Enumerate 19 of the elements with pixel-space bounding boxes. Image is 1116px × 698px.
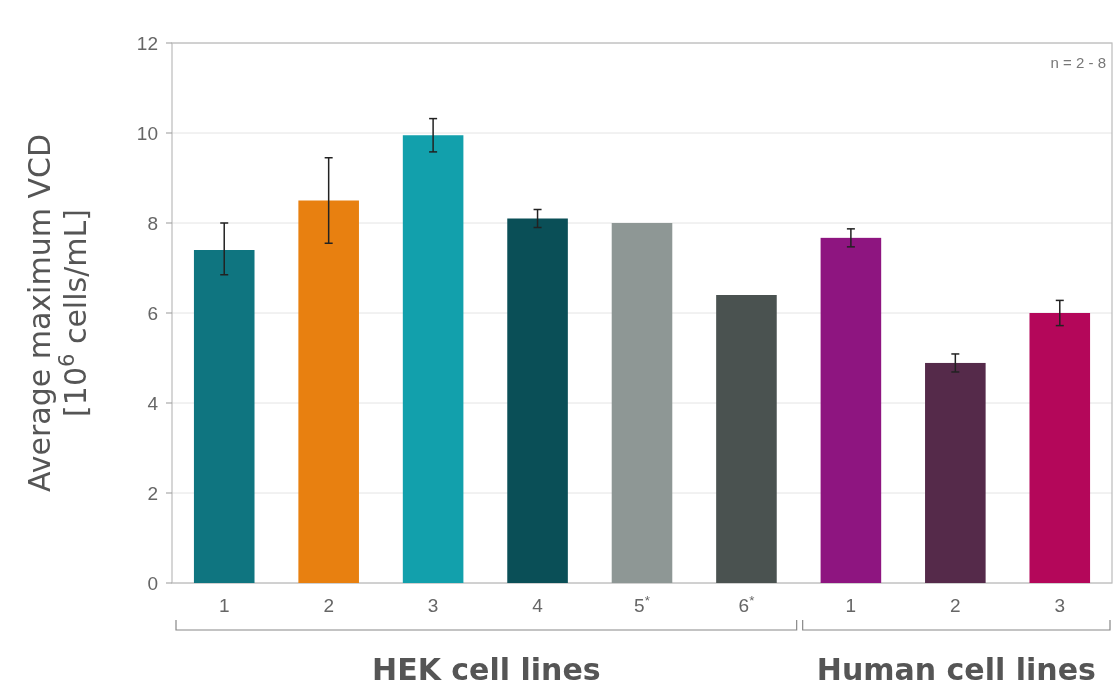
x-tick-label: 4 [532, 595, 544, 616]
y-tick-label: 8 [147, 212, 158, 234]
x-tick-label: 3 [1054, 595, 1066, 616]
y-tick-label: 12 [136, 32, 158, 54]
x-tick-label: 3 [427, 595, 439, 616]
y-tick-label: 0 [147, 572, 158, 594]
y-tick-label: 10 [136, 122, 158, 144]
x-tick-label: 2 [323, 595, 334, 616]
text: Human cell lines [816, 652, 1096, 687]
x-tick-label: 6$^{*}$ [738, 592, 755, 616]
x-tick-label: 5$^{*}$ [634, 592, 650, 616]
x-tick-label: 1 [218, 595, 230, 616]
annotation: n = 2 - 8 [1050, 54, 1106, 71]
y-tick-label: 2 [147, 482, 158, 504]
text: HEK cell lines [372, 652, 601, 687]
x-tick-label: 2 [950, 595, 961, 616]
x-tick-label: 1 [845, 595, 857, 616]
y-tick-label: 4 [147, 392, 159, 414]
y-tick-label: 6 [147, 302, 158, 324]
